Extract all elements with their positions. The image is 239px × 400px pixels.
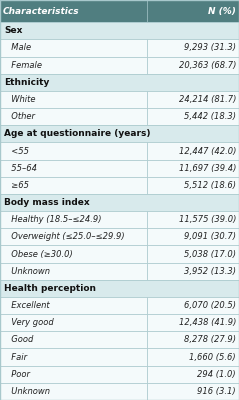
Bar bbox=[147, 39, 239, 56]
Bar bbox=[0, 228, 147, 246]
Text: <55: <55 bbox=[6, 146, 29, 156]
Bar bbox=[147, 211, 239, 228]
Text: Excellent: Excellent bbox=[6, 301, 50, 310]
Bar bbox=[0, 348, 147, 366]
Text: 9,293 (31.3): 9,293 (31.3) bbox=[184, 44, 236, 52]
Text: Obese (≥30.0): Obese (≥30.0) bbox=[6, 250, 73, 258]
Text: 294 (1.0): 294 (1.0) bbox=[197, 370, 236, 379]
Bar bbox=[0, 331, 147, 348]
Text: Female: Female bbox=[6, 61, 42, 70]
Text: Fair: Fair bbox=[6, 352, 27, 362]
Bar bbox=[0, 297, 147, 314]
Bar bbox=[0, 211, 147, 228]
Text: Body mass index: Body mass index bbox=[4, 198, 90, 207]
Bar bbox=[0, 0, 239, 22]
Bar bbox=[147, 246, 239, 263]
Text: ≥65: ≥65 bbox=[6, 181, 29, 190]
Bar bbox=[147, 91, 239, 108]
Bar bbox=[147, 142, 239, 160]
Text: Unknown: Unknown bbox=[6, 267, 50, 276]
Bar bbox=[147, 348, 239, 366]
Bar bbox=[0, 39, 147, 56]
Text: 916 (3.1): 916 (3.1) bbox=[197, 387, 236, 396]
Text: Age at questionnaire (years): Age at questionnaire (years) bbox=[4, 129, 151, 138]
Text: Very good: Very good bbox=[6, 318, 54, 327]
Text: 24,214 (81.7): 24,214 (81.7) bbox=[179, 95, 236, 104]
Bar bbox=[147, 331, 239, 348]
Text: 9,091 (30.7): 9,091 (30.7) bbox=[184, 232, 236, 241]
Bar bbox=[0, 56, 147, 74]
Bar bbox=[0, 177, 147, 194]
Text: 5,038 (17.0): 5,038 (17.0) bbox=[184, 250, 236, 258]
Text: 11,697 (39.4): 11,697 (39.4) bbox=[179, 164, 236, 173]
Bar bbox=[0, 91, 147, 108]
Text: Male: Male bbox=[6, 44, 31, 52]
Text: 3,952 (13.3): 3,952 (13.3) bbox=[184, 267, 236, 276]
Text: 11,575 (39.0): 11,575 (39.0) bbox=[179, 215, 236, 224]
Text: N (%): N (%) bbox=[208, 7, 236, 16]
Bar bbox=[147, 314, 239, 331]
Bar bbox=[0, 74, 239, 91]
Text: Poor: Poor bbox=[6, 370, 30, 379]
Text: Ethnicity: Ethnicity bbox=[4, 78, 49, 87]
Bar bbox=[0, 160, 147, 177]
Text: 12,438 (41.9): 12,438 (41.9) bbox=[179, 318, 236, 327]
Text: 5,442 (18.3): 5,442 (18.3) bbox=[184, 112, 236, 121]
Text: Sex: Sex bbox=[4, 26, 22, 35]
Bar bbox=[147, 56, 239, 74]
Bar bbox=[0, 125, 239, 142]
Bar bbox=[147, 228, 239, 246]
Bar bbox=[0, 22, 239, 39]
Bar bbox=[147, 177, 239, 194]
Text: 1,660 (5.6): 1,660 (5.6) bbox=[189, 352, 236, 362]
Bar bbox=[0, 194, 239, 211]
Text: 55–64: 55–64 bbox=[6, 164, 37, 173]
Bar bbox=[147, 297, 239, 314]
Bar bbox=[147, 160, 239, 177]
Bar bbox=[0, 246, 147, 263]
Text: 20,363 (68.7): 20,363 (68.7) bbox=[179, 61, 236, 70]
Bar bbox=[0, 142, 147, 160]
Bar bbox=[0, 383, 147, 400]
Text: Unknown: Unknown bbox=[6, 387, 50, 396]
Text: White: White bbox=[6, 95, 36, 104]
Text: 5,512 (18.6): 5,512 (18.6) bbox=[184, 181, 236, 190]
Bar bbox=[0, 280, 239, 297]
Bar bbox=[0, 314, 147, 331]
Text: 8,278 (27.9): 8,278 (27.9) bbox=[184, 335, 236, 344]
Text: Other: Other bbox=[6, 112, 35, 121]
Bar bbox=[0, 263, 147, 280]
Text: Healthy (18.5–≤24.9): Healthy (18.5–≤24.9) bbox=[6, 215, 102, 224]
Bar bbox=[0, 108, 147, 125]
Text: Overweight (≤25.0–≤29.9): Overweight (≤25.0–≤29.9) bbox=[6, 232, 125, 241]
Bar bbox=[0, 366, 147, 383]
Text: 6,070 (20.5): 6,070 (20.5) bbox=[184, 301, 236, 310]
Bar bbox=[147, 108, 239, 125]
Bar bbox=[147, 383, 239, 400]
Text: Health perception: Health perception bbox=[4, 284, 96, 293]
Text: 12,447 (42.0): 12,447 (42.0) bbox=[179, 146, 236, 156]
Text: Characteristics: Characteristics bbox=[3, 7, 80, 16]
Bar bbox=[147, 366, 239, 383]
Bar bbox=[147, 263, 239, 280]
Text: Good: Good bbox=[6, 335, 33, 344]
